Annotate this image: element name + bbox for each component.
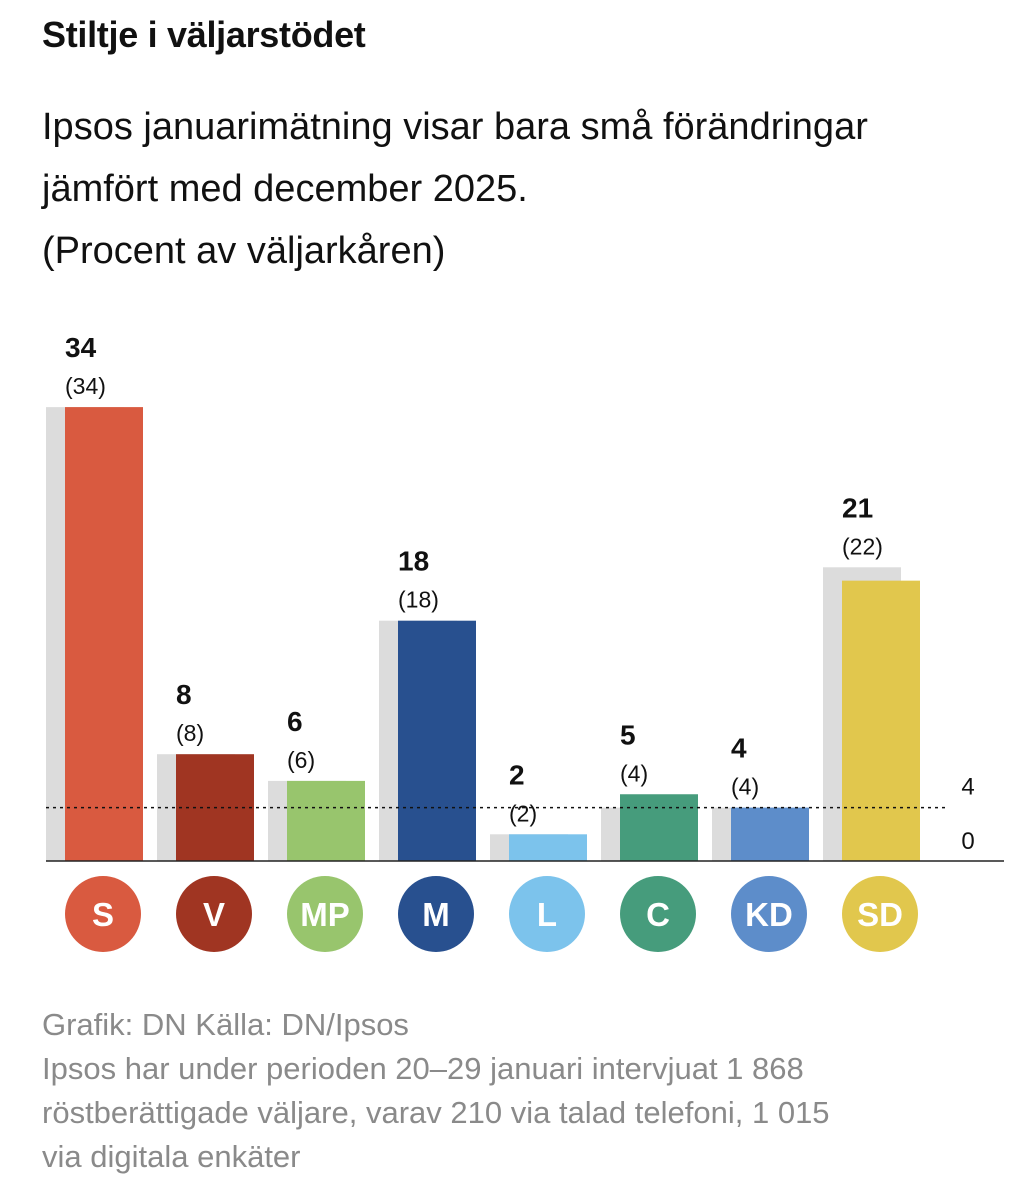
bar-current-mp [287,780,365,861]
previous-label-s: (34) [65,373,106,399]
source-note: Grafik: DN Källa: DN/Ipsos Ipsos har und… [42,1003,1002,1179]
value-label-c: 5 [620,719,636,750]
value-label-sd: 21 [842,492,873,523]
category-label-kd: KD [745,896,793,933]
party-badge-sd [842,876,918,952]
category-label-sd: SD [857,896,903,933]
previous-label-kd: (4) [731,774,759,800]
subtitle-line-1: Ipsos januarimätning visar bara små förä… [42,106,868,148]
previous-label-sd: (22) [842,533,883,559]
current-bars-group [65,407,920,861]
bar-current-kd [731,807,809,861]
method-note-line-3: via digitala enkäter [42,1139,301,1174]
method-note-line-2: röstberättigade väljare, varav 210 via t… [42,1095,830,1130]
value-label-mp: 6 [287,706,303,737]
zero-tick-label: 0 [961,828,974,855]
previous-label-v: (8) [176,720,204,746]
source-credit: Grafik: DN Källa: DN/Ipsos [42,1007,409,1042]
party-badge-l [509,876,585,952]
bar-current-m [398,620,476,861]
previous-label-m: (18) [398,587,439,613]
previous-label-l: (2) [509,800,537,826]
bar-current-s [65,407,143,861]
party-badges-group: S V MP M L C KD SD [65,876,918,952]
bar-current-c [620,794,698,861]
value-label-s: 34 [65,332,97,363]
value-labels-group: 34 (34) 8 (8) 6 (6) 18 (18) 2 (2) 5 (4) 4 (4) 21 (22) [65,332,883,826]
category-label-l: L [537,896,557,933]
threshold-tick-label: 4 [961,774,974,801]
value-label-m: 18 [398,546,429,577]
category-label-m: M [422,896,450,933]
value-label-v: 8 [176,679,192,710]
chart-title: Stiltje i väljarstödet [42,14,366,55]
party-badge-m [398,876,474,952]
bar-current-l [509,834,587,861]
category-label-c: C [646,896,670,933]
chart-subtitle: Ipsos januarimätning visar bara små förä… [42,96,982,282]
previous-label-mp: (6) [287,747,315,773]
value-label-l: 2 [509,759,525,790]
party-badge-c [620,876,696,952]
method-note-line-1: Ipsos har under perioden 20–29 januari i… [42,1051,804,1086]
bar-chart: 4 0 34 (34) 8 (8) 6 (6) 18 (18) 2 (2) 5 (4) 4 (4) 21 (2… [46,332,1004,952]
value-label-kd: 4 [731,733,747,764]
subtitle-unit: (Procent av väljarkåren) [42,230,446,272]
category-label-s: S [92,896,114,933]
category-label-mp: MP [300,896,350,933]
subtitle-line-2: jämfört med december 2025. [42,168,528,210]
category-label-v: V [203,896,225,933]
party-badge-kd [731,876,807,952]
bar-current-sd [842,580,920,861]
previous-label-c: (4) [620,760,648,786]
party-badge-v [176,876,252,952]
party-badge-mp [287,876,363,952]
party-badge-s [65,876,141,952]
